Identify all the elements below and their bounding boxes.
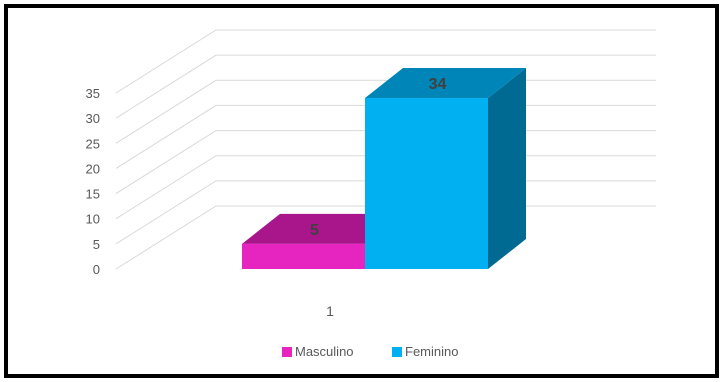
bar-masculino xyxy=(242,243,365,269)
data-labels: 5 34 xyxy=(310,76,446,239)
bar-top-feminino xyxy=(365,68,526,99)
bar-side-feminino xyxy=(488,68,526,270)
legend-label: Feminino xyxy=(405,344,458,359)
legend-label: Masculino xyxy=(295,344,354,359)
x-tick-label: 1 xyxy=(326,303,334,319)
legend-item-masculino: Masculino xyxy=(282,344,354,359)
y-tick-label: 30 xyxy=(86,111,100,126)
bar-chart-3d: 35 30 25 20 15 10 5 0 5 34 1 Masculino Feminino xyxy=(86,29,656,359)
legend-swatch xyxy=(392,347,402,357)
data-label: 5 xyxy=(310,222,319,239)
y-tick-label: 25 xyxy=(86,136,100,151)
y-tick-label: 10 xyxy=(86,212,100,227)
y-tick-label: 20 xyxy=(86,161,100,176)
y-tick-label: 5 xyxy=(93,237,100,252)
y-axis-ticks: 35 30 25 20 15 10 5 0 xyxy=(86,86,100,277)
y-tick-label: 35 xyxy=(86,86,100,101)
bar-feminino xyxy=(365,98,488,270)
bars xyxy=(242,68,526,270)
gridline xyxy=(115,29,656,94)
legend-item-feminino: Feminino xyxy=(392,344,458,359)
legend-swatch xyxy=(282,347,292,357)
y-tick-label: 15 xyxy=(86,187,100,202)
gridlines xyxy=(115,29,656,270)
legend: Masculino Feminino xyxy=(282,344,458,359)
chart-frame: 35 30 25 20 15 10 5 0 5 34 1 Masculino Feminino xyxy=(4,4,719,378)
bar-top-masculino xyxy=(242,213,403,244)
gridline xyxy=(115,54,656,119)
y-tick-label: 0 xyxy=(93,262,100,277)
data-label: 34 xyxy=(429,76,447,93)
